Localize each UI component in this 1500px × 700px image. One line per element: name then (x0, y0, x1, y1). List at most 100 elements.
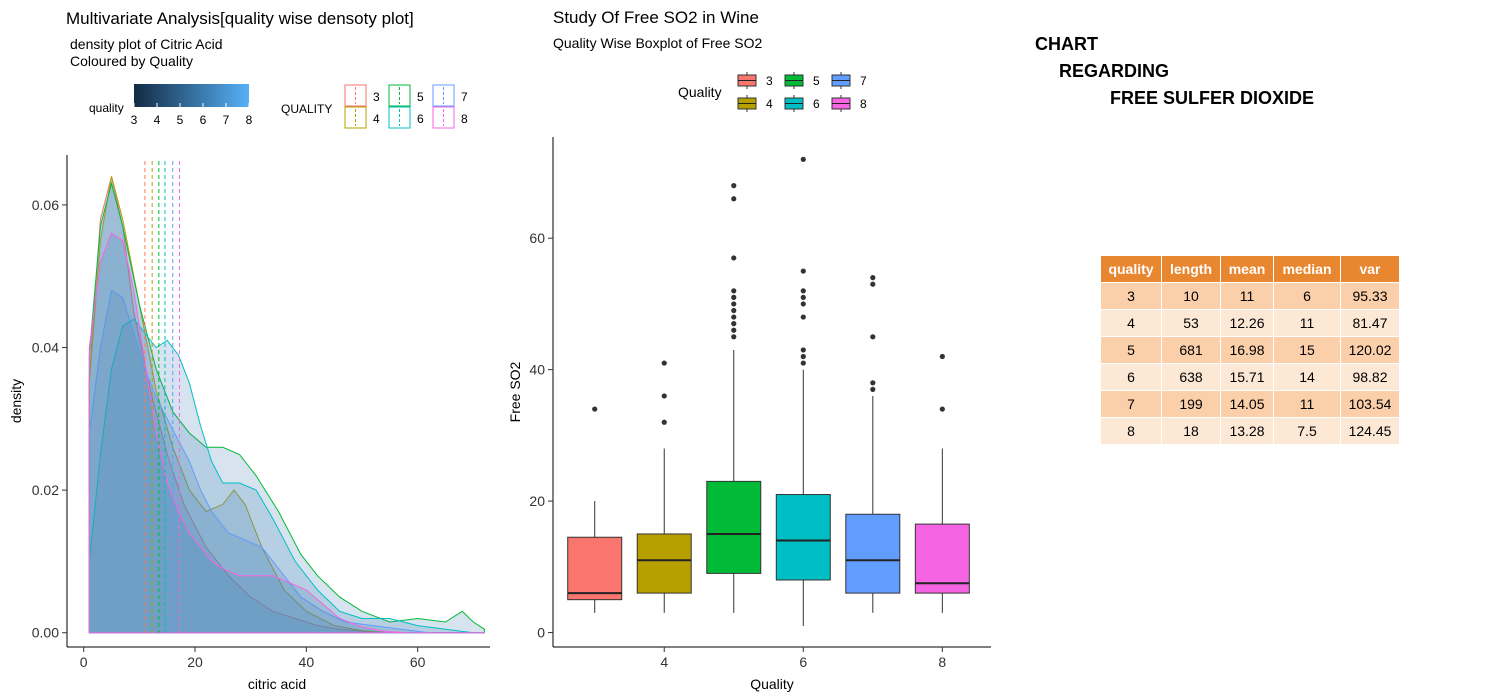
table-cell: 3 (1101, 282, 1162, 310)
boxplot-chart: Study Of Free SO2 in Wine Quality Wise B… (507, 8, 991, 692)
table-cell: 7 (1101, 390, 1162, 418)
color-legend-label-7: 7 (461, 90, 468, 104)
density-y-tick-label: 0.00 (32, 625, 59, 641)
heading-line-1: CHART (1035, 34, 1098, 54)
color-legend-label-5: 5 (417, 90, 424, 104)
outlier-point-quality-6 (800, 156, 806, 162)
box-legend-label-4: 4 (766, 97, 773, 111)
boxplot-y-tick-label: 60 (529, 230, 545, 246)
table-cell: 12.26 (1220, 309, 1274, 337)
table-cell: 6 (1273, 282, 1341, 310)
table-cell: 53 (1161, 309, 1221, 337)
outlier-point-quality-7 (870, 281, 876, 287)
density-y-axis-label: density (8, 379, 24, 423)
color-legend-label-6: 6 (417, 112, 424, 126)
table-cell: 681 (1161, 336, 1221, 364)
table-cell: 98.82 (1340, 363, 1400, 391)
outlier-point-quality-5 (731, 321, 737, 327)
density-x-tick-label: 0 (80, 654, 88, 670)
table-cell: 15.71 (1220, 363, 1274, 391)
table-cell: 14.05 (1220, 390, 1274, 418)
box-quality-7 (845, 513, 901, 594)
gradient-colorbar (134, 84, 249, 107)
gradient-tick-label: 6 (200, 113, 207, 127)
outlier-point-quality-8 (939, 406, 945, 412)
density-area-quality-8 (88, 232, 485, 634)
outlier-point-quality-5 (731, 196, 737, 202)
outlier-point-quality-6 (800, 294, 806, 300)
heading-line-2: REGARDING (1059, 61, 1170, 81)
boxplot-y-tick-label: 40 (529, 362, 545, 378)
density-title: Multivariate Analysis[quality wise denso… (66, 9, 414, 28)
box-quality-3 (567, 536, 623, 601)
box-legend-label-5: 5 (813, 74, 820, 88)
outlier-point-quality-6 (800, 301, 806, 307)
outlier-point-quality-4 (661, 360, 667, 366)
density-area-quality-5 (88, 181, 485, 634)
density-subtitle-2: Coloured by Quality (70, 53, 193, 69)
heading-line-3: FREE SULFER DIOXIDE (1110, 88, 1315, 108)
color-legend-key-8 (432, 106, 455, 129)
outlier-point-quality-5 (731, 334, 737, 340)
stats-table: quality length mean median var 3 10 11 6 95.33 4 5… (1101, 256, 1400, 444)
boxplot-legend-title: Quality (678, 84, 722, 100)
density-x-tick-label: 20 (187, 654, 203, 670)
boxplot-x-axis-label: Quality (750, 676, 794, 692)
outlier-point-quality-6 (800, 353, 806, 360)
density-x-tick-label: 60 (410, 654, 426, 670)
boxplot-x-tick-label: 8 (938, 654, 946, 670)
table-cell: 8 (1101, 417, 1162, 444)
table-cell: 7.5 (1273, 417, 1341, 444)
table-cell: 14 (1273, 363, 1341, 391)
outlier-point-quality-5 (731, 294, 737, 300)
gradient-tick-label: 5 (177, 113, 184, 127)
outlier-point-quality-5 (731, 307, 737, 314)
outlier-point-quality-3 (592, 406, 598, 412)
table-cell: 10 (1161, 282, 1221, 310)
table-row: 5 681 16.98 15 120.02 (1101, 336, 1400, 364)
outlier-point-quality-6 (800, 268, 806, 274)
table-cell: 13.28 (1220, 417, 1274, 444)
table-cell: 95.33 (1340, 282, 1400, 310)
table-cell: 11 (1220, 282, 1274, 310)
box-quality-8 (914, 523, 970, 594)
table-header-var: var (1340, 256, 1400, 283)
density-x-tick-label: 40 (299, 654, 315, 670)
table-cell: 638 (1161, 363, 1221, 391)
outlier-point-quality-5 (731, 301, 737, 307)
table-cell: 81.47 (1340, 309, 1400, 337)
outlier-point-quality-7 (870, 334, 876, 340)
table-cell: 15 (1273, 336, 1341, 364)
gradient-legend-title: quality (89, 101, 124, 115)
color-legend-key-7 (432, 84, 455, 107)
outlier-point-quality-5 (731, 288, 737, 294)
outlier-point-quality-6 (800, 360, 806, 366)
outlier-point-quality-4 (661, 393, 667, 399)
color-legend-key-5 (388, 84, 411, 107)
gradient-tick-label: 3 (131, 113, 138, 127)
quality-color-legend: QUALITY 3 4 5 6 7 8 (281, 84, 468, 129)
color-legend-key-4 (344, 106, 367, 129)
table-header-length: length (1161, 256, 1221, 283)
table-row: 3 10 11 6 95.33 (1101, 282, 1400, 310)
outlier-point-quality-5 (731, 327, 737, 333)
boxplot-legend: Quality 3 4 5 6 7 8 (678, 72, 867, 112)
outlier-point-quality-5 (731, 255, 737, 261)
table-cell: 199 (1161, 390, 1221, 418)
outlier-point-quality-7 (870, 275, 876, 281)
table-cell: 124.45 (1340, 417, 1400, 444)
color-legend-title: QUALITY (281, 102, 332, 116)
outlier-point-quality-8 (939, 353, 945, 360)
table-cell: 120.02 (1340, 336, 1400, 364)
box-quality-5 (706, 480, 762, 574)
outlier-point-quality-6 (800, 288, 806, 294)
outlier-point-quality-7 (870, 380, 876, 386)
density-x-axis-label: citric acid (248, 676, 306, 692)
density-area-quality-6 (88, 318, 485, 634)
outlier-point-quality-7 (870, 386, 876, 392)
table-cell: 16.98 (1220, 336, 1274, 364)
box-legend-label-6: 6 (813, 97, 820, 111)
boxplot-y-axis-label: Free SO2 (507, 361, 523, 422)
boxplot-y-tick-label: 20 (529, 493, 545, 509)
